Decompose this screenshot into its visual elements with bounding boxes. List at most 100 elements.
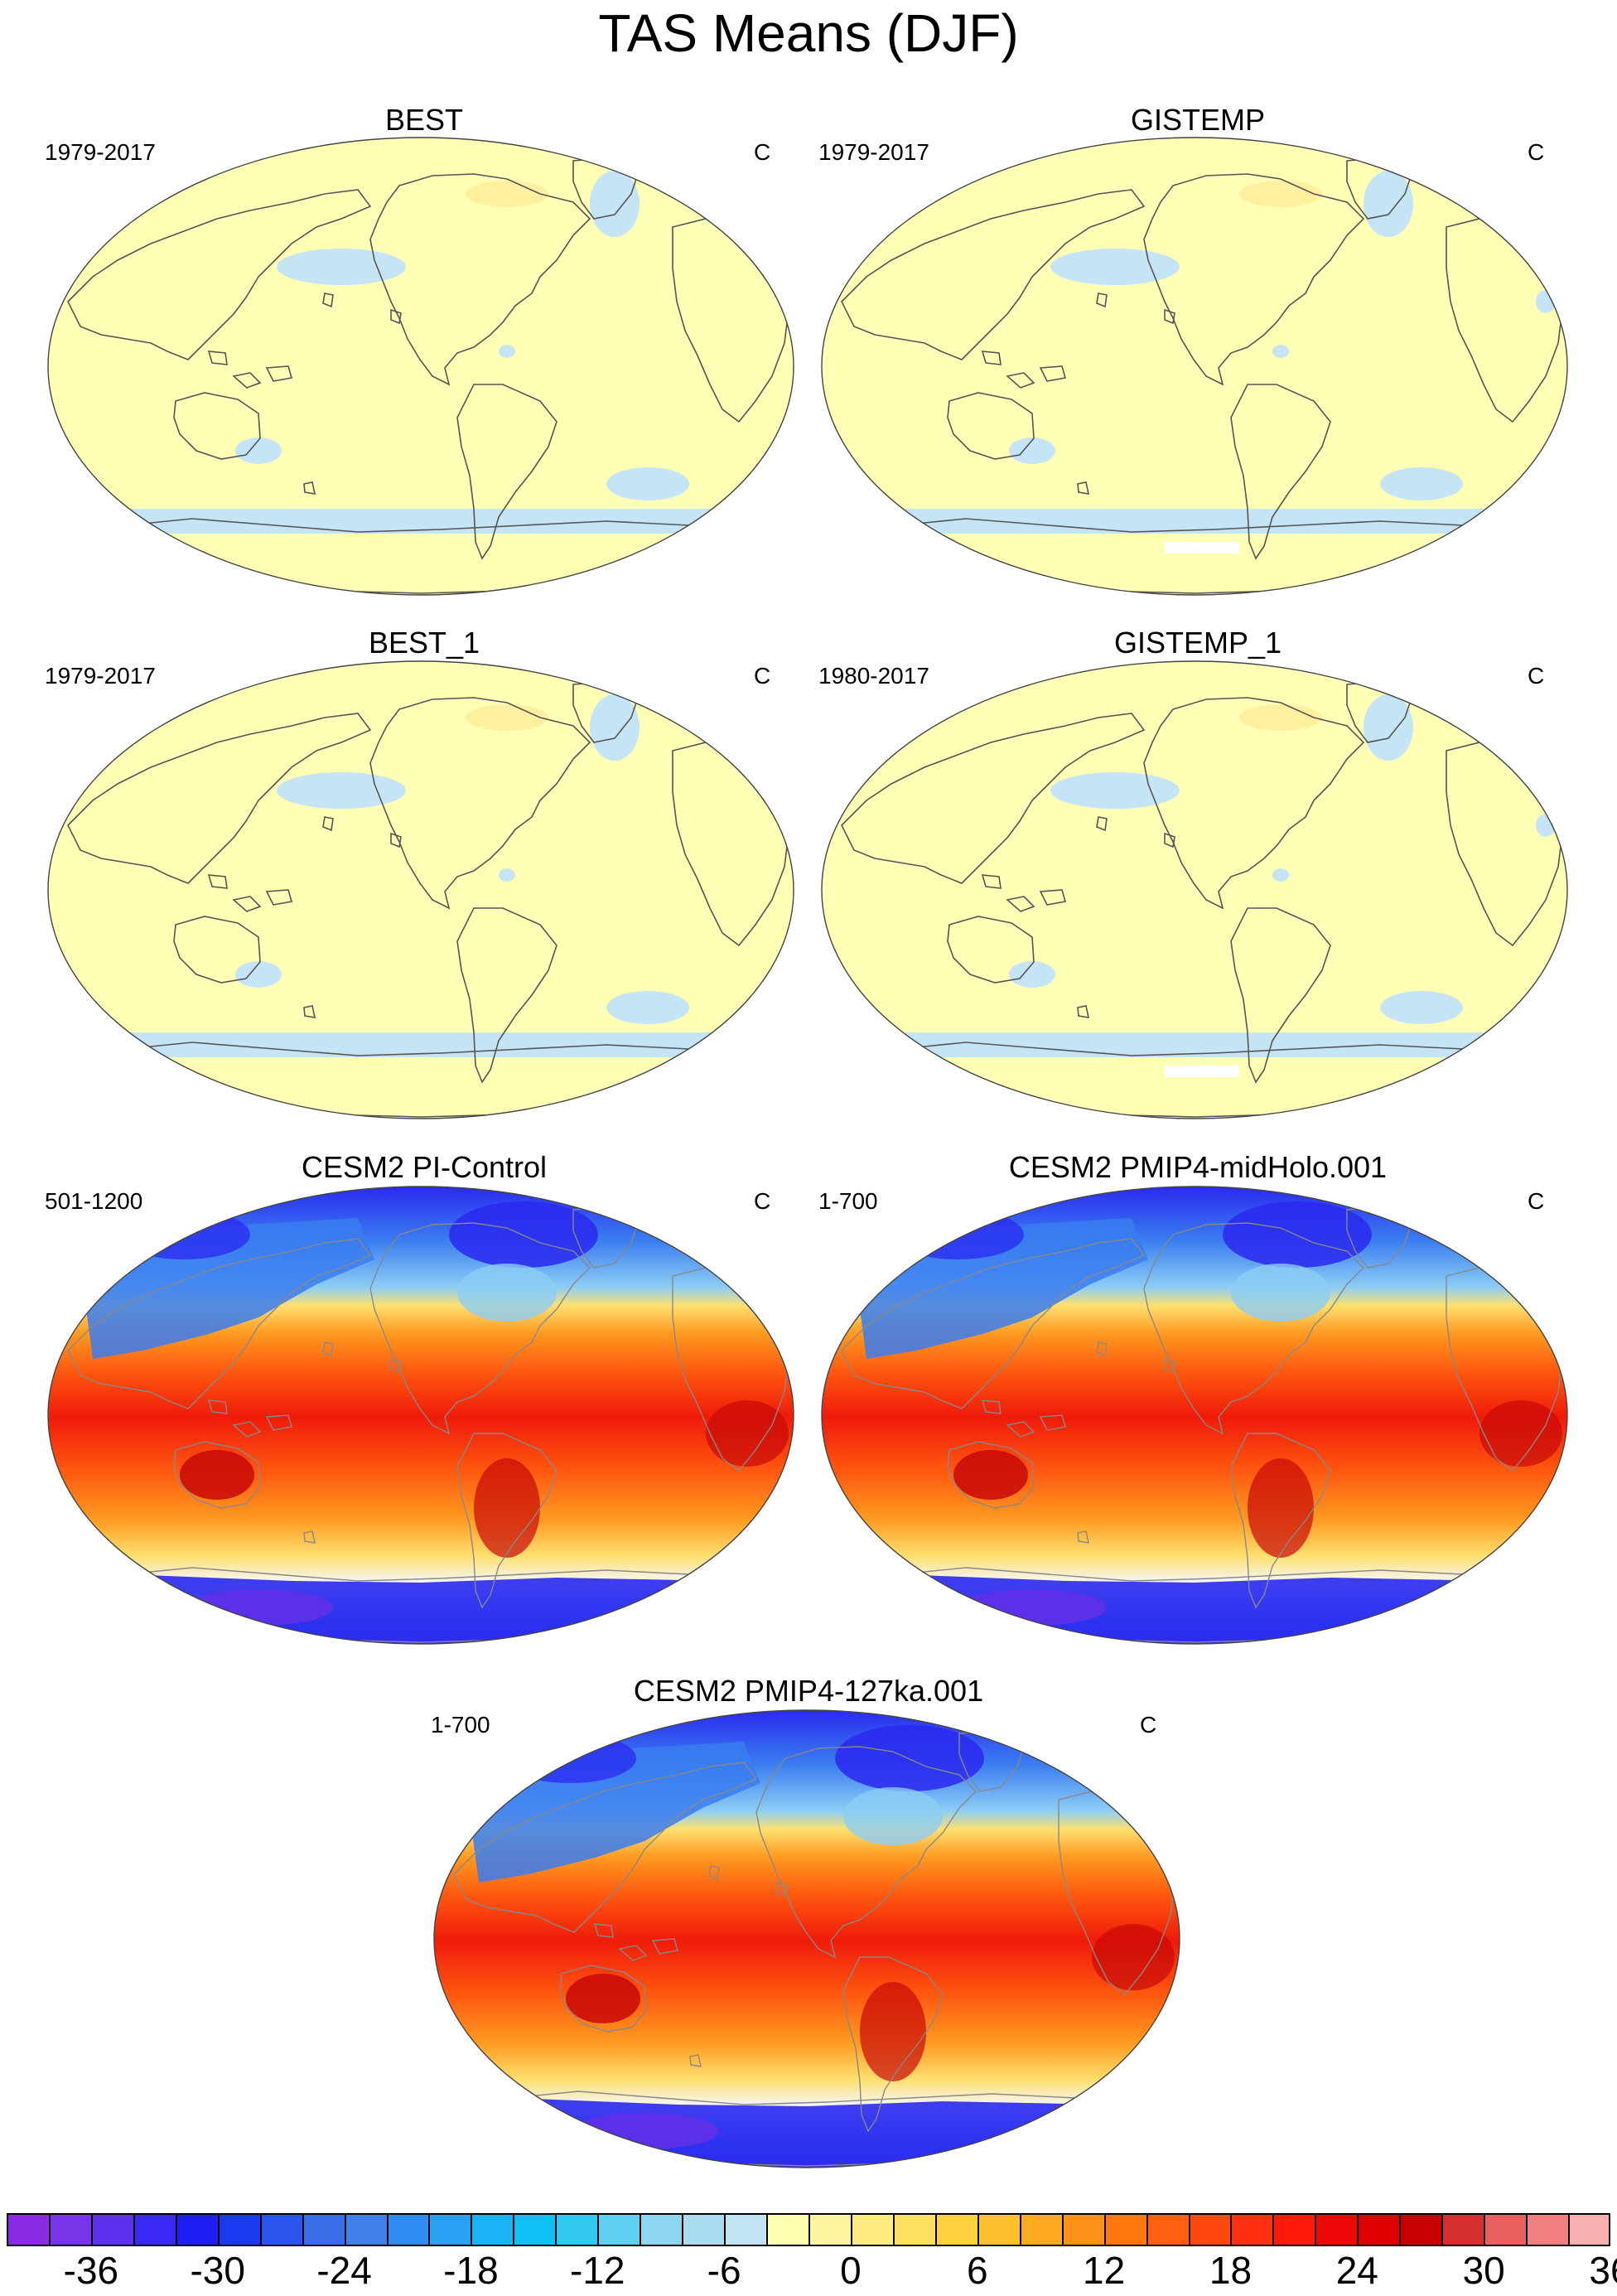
coastline [207,350,228,365]
period-label-best: 1979-2017 [45,139,156,165]
cold-region-siberia [891,1210,1024,1259]
colorbar-tick-label: 6 [966,2249,988,2292]
colorbar-box [1188,2213,1231,2246]
colorbar-box [90,2213,134,2246]
cold-region-north-america [449,1201,598,1268]
coastline [232,372,262,389]
cold-region-atlantic [590,694,640,761]
colorbar-tick-label: 12 [1083,2249,1126,2292]
coastline [559,1965,647,2033]
colorbar-box [1146,2213,1190,2246]
colorbar-tick-label: -30 [190,2249,245,2292]
warm-region-arctic [466,181,548,207]
colorbar-box [48,2213,92,2246]
page-title: TAS Means (DJF) [598,3,1019,63]
coastline [456,384,558,560]
coastline [1039,365,1067,382]
cold-region-pacific [1050,772,1180,809]
colorbar-box [1357,2213,1400,2246]
coastline [390,308,402,325]
colorbar-box [640,2213,683,2246]
coastline [322,816,334,832]
map-border [47,660,794,1119]
coastline [755,1746,977,1959]
colorbar-box [217,2213,261,2246]
coastline [67,713,372,884]
cold-region-antarctica [126,1574,755,1644]
colorbar-box [1315,2213,1358,2246]
cold-region-siberia [118,1210,250,1259]
coastline [1006,372,1035,389]
cold-region-canada [1231,1264,1330,1322]
colorbar-tick-label: 30 [1462,2249,1505,2292]
colorbar-tick-label: -12 [570,2249,625,2292]
colorbar-box [1484,2213,1527,2246]
coastline [369,1222,591,1435]
units-label-gistemp-1: C [1528,663,1545,689]
missing-data-patch [1165,1066,1239,1077]
coastline [303,1005,316,1018]
coastline [265,365,293,382]
warm-region-arctic [466,704,548,731]
colorbar-box [1399,2213,1442,2246]
coastline [947,392,1035,460]
map-best [47,137,794,596]
colorbar-tick-label: -24 [316,2249,372,2292]
coastline [1006,1421,1035,1438]
colorbar-box [724,2213,767,2246]
colorbar-box [1019,2213,1063,2246]
coastline [232,896,262,912]
coastline [173,916,261,984]
coastline [1230,1433,1331,1609]
coastline [265,889,293,906]
colorbar-box [808,2213,852,2246]
map-field [822,138,1567,595]
coastline [981,350,1002,365]
coastline [173,392,261,460]
coastline [322,292,334,308]
coastline [1230,384,1331,560]
coastline [1096,292,1108,308]
cold-region-siberia [504,1733,636,1783]
map-border [821,1186,1568,1645]
hot-region-africa [706,1400,789,1467]
colorbar-box [302,2213,345,2246]
cold-region-pacific [277,772,406,809]
coastline [173,1441,261,1509]
map-border [433,1709,1180,2168]
colorbar-box [555,2213,598,2246]
cold-region-south [1009,961,1055,988]
coastline [303,1530,316,1544]
units-label-best: C [754,139,771,165]
coastline [981,874,1002,889]
units-label-midholo: C [1528,1188,1545,1214]
coastline [947,916,1035,984]
colorbar-box [1568,2213,1611,2246]
coastline [618,1945,648,1961]
map-border [47,137,794,596]
coastline [456,1433,558,1609]
panel-title-gistemp-1: GISTEMP_1 [1113,626,1282,660]
coastline [67,1238,372,1409]
coastline [207,874,228,889]
coastline [390,1358,402,1373]
coldest-region-antarctica [570,2113,719,2149]
colorbar-box [133,2213,176,2246]
cold-region-southern-ocean [606,991,689,1024]
colorbar-box [1272,2213,1315,2246]
missing-data-patch [1165,542,1239,553]
hot-region-australia [953,1450,1028,1500]
coastline [1143,1222,1364,1435]
map-field [822,661,1567,1119]
coastline [1006,896,1035,912]
hot-region-south-america [474,1458,540,1558]
coastline [689,2054,702,2067]
coastline [651,1938,678,1955]
colorbar-box [597,2213,640,2246]
colorbar-box [766,2213,809,2246]
coastline [67,189,372,360]
coastline [369,173,591,386]
colorbar-box [1230,2213,1273,2246]
units-label-gistemp: C [1528,139,1545,165]
coastline [1230,907,1331,1084]
